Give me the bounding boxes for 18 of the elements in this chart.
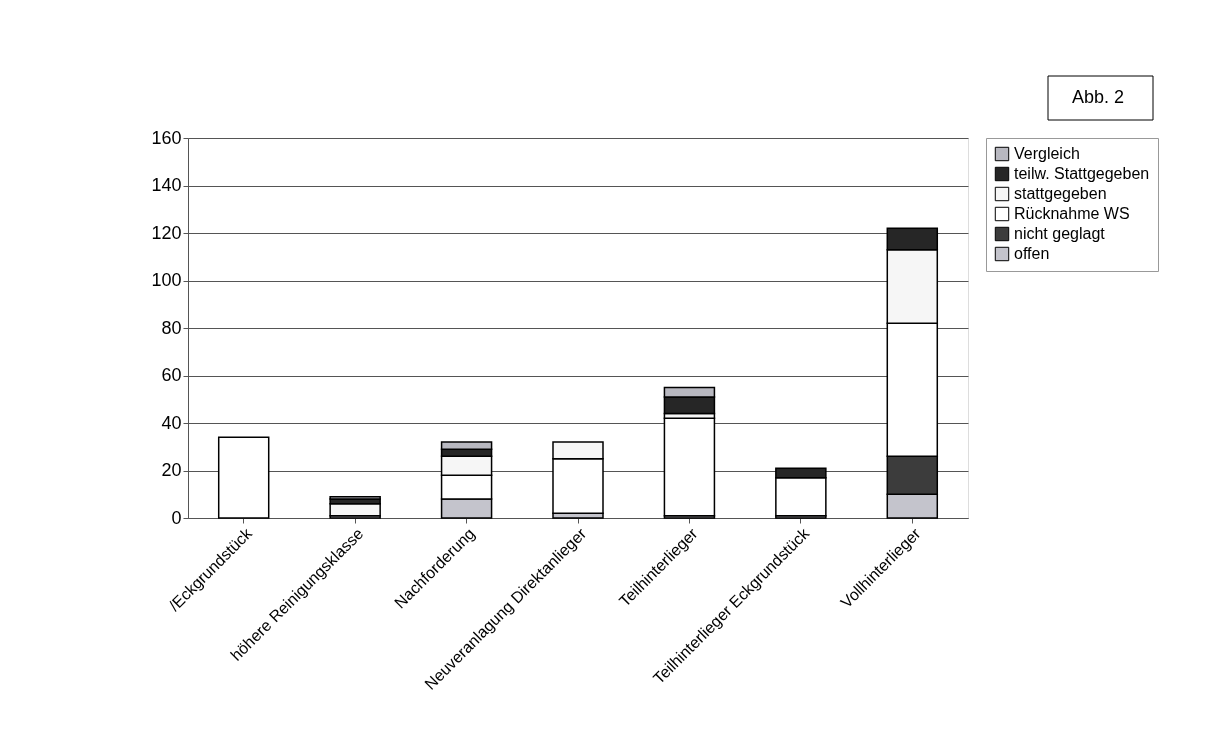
- y-tick-label: 120: [151, 222, 182, 243]
- legend-label: Vergleich: [1014, 145, 1080, 162]
- legend-label: offen: [1014, 245, 1050, 262]
- legend-label: nicht geglagt: [1014, 225, 1106, 242]
- y-tick-label: 40: [161, 412, 182, 433]
- y-tick-label: 0: [171, 507, 182, 528]
- legend-label: teilw. Stattgegeben: [1014, 165, 1150, 182]
- bar: [217, 436, 270, 519]
- y-tick-label: 100: [151, 270, 182, 290]
- y-tick-label: 20: [161, 460, 182, 480]
- y-tick-label: 80: [161, 317, 182, 338]
- legend-label: Rücknahme WS: [1014, 205, 1130, 222]
- y-tick-label: 60: [161, 365, 182, 385]
- bar: [663, 417, 716, 517]
- y-tick-label: 140: [151, 175, 182, 195]
- y-tick-label: 160: [151, 127, 182, 148]
- caption: Abb. 2: [1071, 87, 1125, 107]
- legend-label: stattgegeben: [1014, 185, 1107, 202]
